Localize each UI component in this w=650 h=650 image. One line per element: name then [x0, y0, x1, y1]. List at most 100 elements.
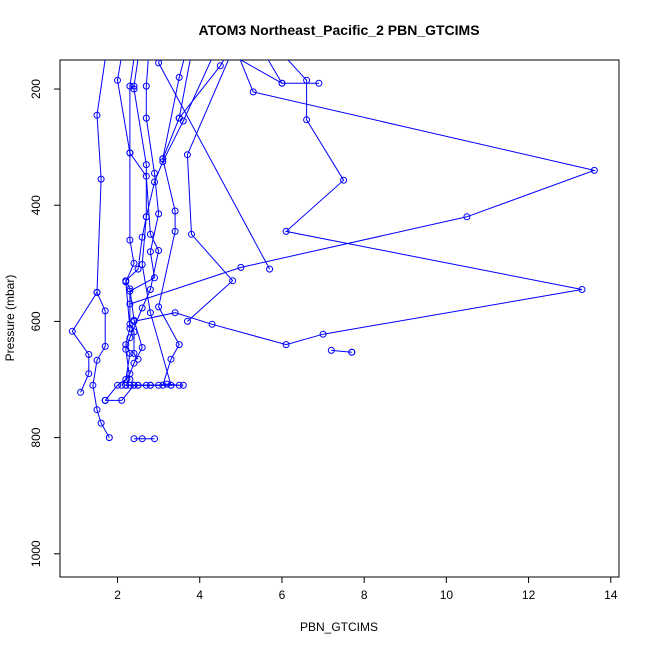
profile-line	[158, 60, 271, 270]
y-tick-label: 800	[29, 427, 43, 447]
data-point	[278, 79, 286, 87]
data-point	[171, 207, 179, 215]
data-point	[139, 28, 145, 34]
data-point	[134, 265, 142, 273]
data-point	[146, 248, 154, 256]
data-point	[578, 286, 586, 293]
profile-series	[155, 28, 274, 273]
data-point	[282, 227, 290, 235]
data-point	[126, 300, 134, 308]
data-point	[118, 396, 126, 404]
data-point	[175, 341, 183, 349]
data-point	[142, 172, 150, 180]
data-point	[130, 328, 138, 336]
data-point	[130, 435, 138, 443]
y-tick-label: 400	[29, 195, 43, 215]
data-point	[118, 381, 126, 389]
data-point	[266, 265, 274, 273]
data-point	[130, 349, 138, 357]
x-tick-label: 14	[604, 588, 618, 602]
profile-series	[126, 60, 598, 308]
plot-frame	[59, 59, 620, 578]
x-axis-label: PBN_GTCIMS	[300, 620, 378, 634]
profile-series	[126, 60, 163, 363]
data-point	[142, 82, 150, 90]
data-point	[159, 155, 167, 163]
data-point	[101, 307, 109, 315]
data-point	[146, 381, 154, 389]
data-point	[122, 341, 130, 349]
data-point	[175, 381, 183, 389]
data-point	[101, 342, 109, 350]
y-tick-label: 200	[29, 79, 43, 99]
data-point	[138, 233, 146, 241]
profile-series	[327, 346, 356, 356]
data-point	[105, 434, 113, 442]
data-point	[237, 263, 245, 271]
data-point	[122, 277, 130, 285]
data-point	[159, 381, 167, 389]
x-tick-label: 4	[196, 588, 203, 602]
data-point	[93, 406, 101, 414]
data-point	[68, 327, 76, 335]
data-point	[130, 317, 138, 325]
x-tick-label: 12	[522, 588, 536, 602]
data-point	[138, 435, 146, 443]
data-point	[134, 355, 142, 363]
data-point	[93, 288, 101, 296]
x-tick-label: 6	[279, 588, 286, 602]
profile-line	[71, 292, 98, 393]
profile-line	[129, 60, 597, 305]
chart-title: ATOM3 Northeast_Pacific_2 PBN_GTCIMS	[198, 22, 479, 38]
data-point	[123, 28, 129, 34]
data-point	[130, 82, 138, 90]
data-point	[89, 381, 97, 389]
profile-line	[92, 60, 110, 438]
y-axis: 200 400 600 800 1000	[29, 79, 60, 567]
data-point	[85, 351, 93, 358]
plot-area	[68, 28, 598, 443]
profile-line	[104, 60, 135, 401]
data-point	[175, 114, 183, 122]
x-axis: 2 4 6 8 10 12 14	[114, 577, 618, 602]
data-point	[167, 355, 175, 363]
data-point	[142, 114, 150, 122]
data-point	[155, 60, 163, 67]
data-point	[130, 359, 138, 367]
data-point	[138, 344, 146, 351]
y-axis-label: Pressure (mbar)	[3, 275, 17, 362]
data-point	[93, 356, 101, 364]
data-point	[164, 28, 170, 34]
profile-line	[267, 60, 319, 84]
data-point	[179, 381, 187, 389]
data-point	[258, 45, 264, 51]
profile-line	[178, 60, 225, 119]
profile-line	[124, 60, 160, 386]
data-point	[171, 227, 179, 235]
profile-line	[129, 60, 160, 360]
data-point	[348, 348, 356, 356]
data-point	[151, 435, 158, 443]
data-point	[167, 381, 175, 389]
data-point	[134, 381, 142, 389]
data-point	[85, 370, 93, 378]
data-point	[122, 381, 130, 389]
data-point	[114, 381, 121, 389]
profile-series	[159, 60, 185, 163]
data-point	[249, 88, 257, 96]
y-tick-label: 600	[29, 311, 43, 331]
profile-series	[122, 60, 191, 389]
data-point	[126, 236, 134, 244]
data-point	[171, 309, 179, 317]
profile-line	[331, 349, 352, 353]
data-point	[151, 178, 158, 186]
data-point	[282, 341, 290, 349]
profile-line	[141, 60, 212, 386]
data-point	[106, 28, 112, 34]
data-point	[146, 286, 154, 293]
data-point	[208, 320, 216, 328]
data-point	[142, 161, 150, 169]
data-point	[327, 346, 335, 354]
data-point	[319, 330, 327, 338]
data-point	[77, 388, 85, 396]
